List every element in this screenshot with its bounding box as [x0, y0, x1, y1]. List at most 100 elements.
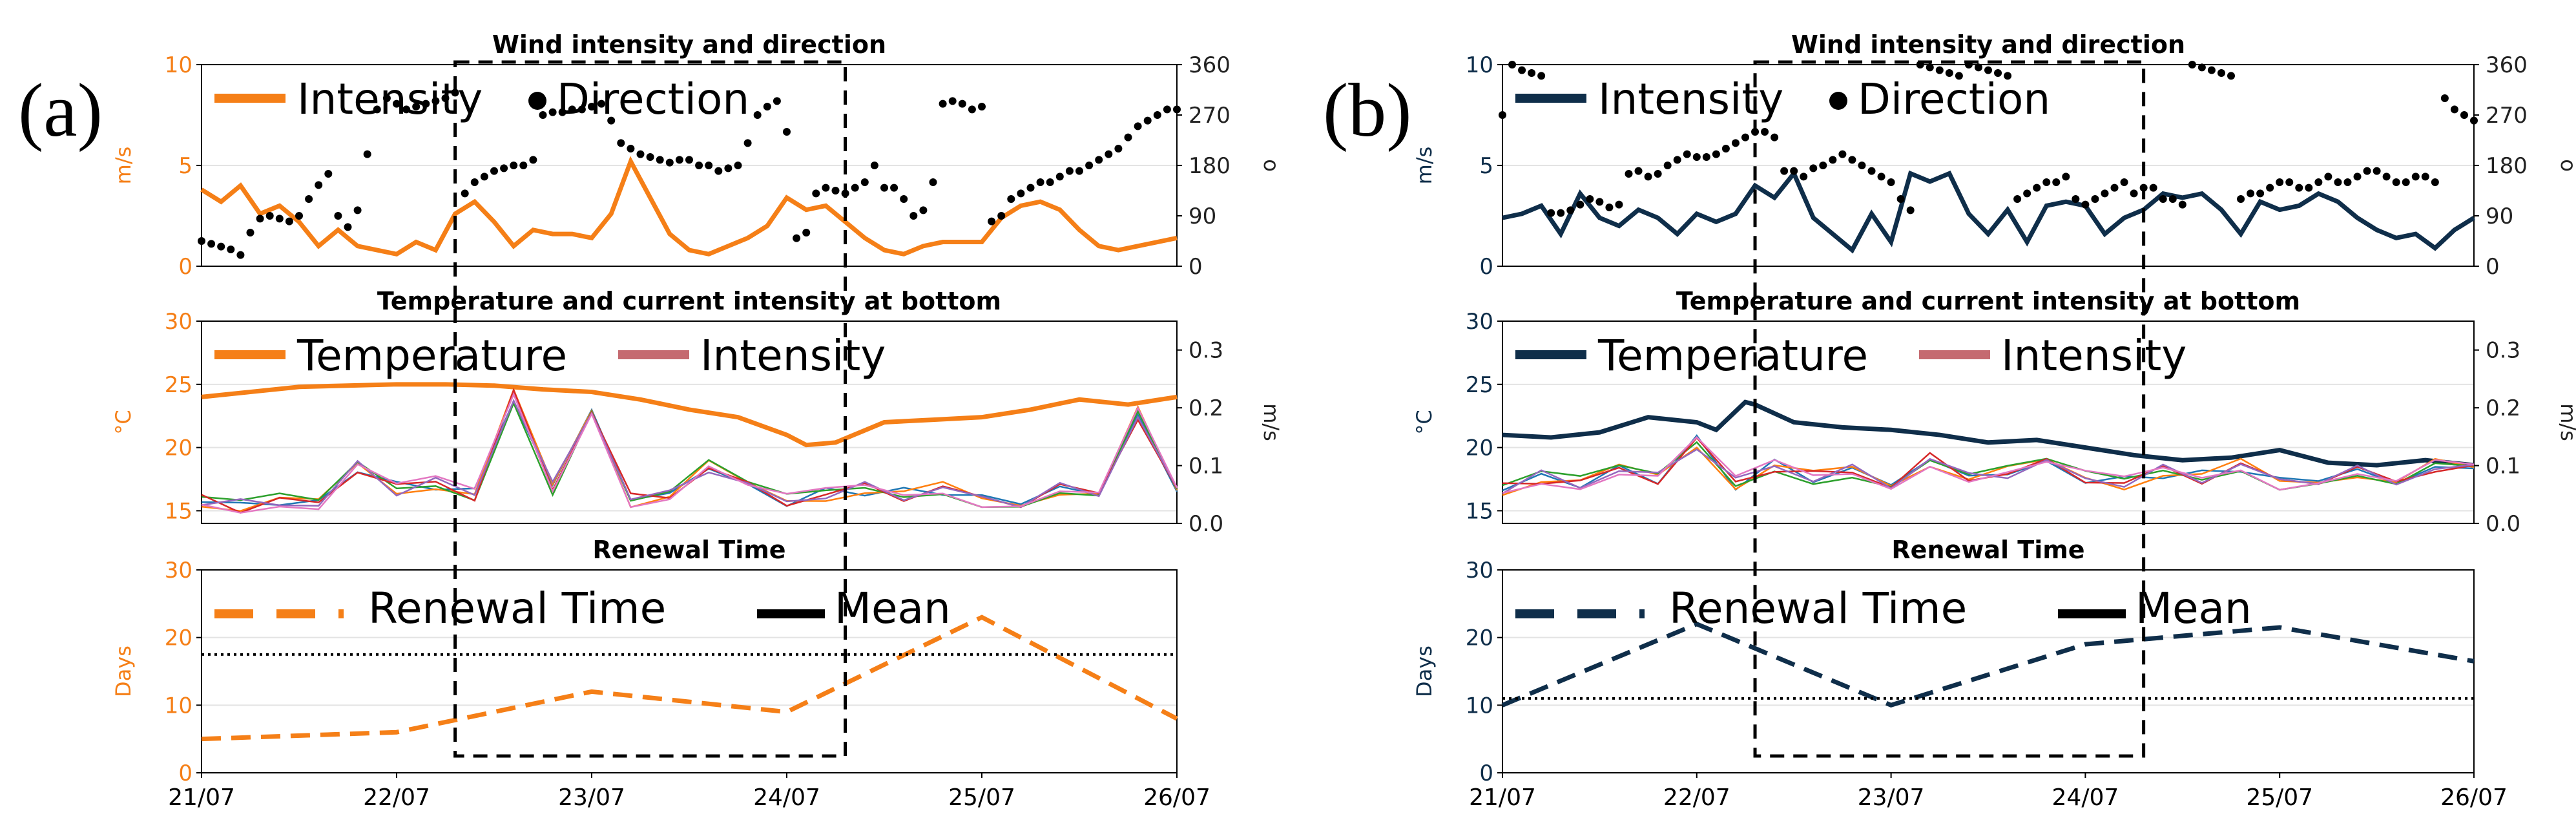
direction-point — [1615, 200, 1623, 209]
direction-point — [412, 103, 421, 110]
direction-point — [880, 184, 888, 192]
direction-point — [2130, 189, 2138, 198]
direction-point — [217, 242, 225, 251]
y2-tick-label: 360 — [2486, 52, 2528, 78]
direction-point — [929, 178, 937, 186]
y-tick-label: 20 — [1466, 436, 1493, 461]
y-tick-label: 10 — [165, 52, 192, 78]
direction-point — [1673, 156, 1681, 164]
y2-tick-label: 0.0 — [1189, 511, 1223, 537]
current-intensity-line — [201, 399, 1178, 509]
direction-point — [860, 178, 869, 186]
direction-point — [344, 223, 352, 231]
y-tick-label: 0 — [178, 761, 192, 786]
y-tick-label: 15 — [1466, 498, 1493, 524]
direction-point — [2247, 189, 2255, 198]
direction-point — [1771, 133, 1779, 142]
direction-point — [2023, 189, 2031, 198]
subplot-title: Renewal Time — [592, 536, 785, 564]
direction-point — [2324, 173, 2332, 181]
direction-point — [1153, 111, 1161, 119]
direction-point — [753, 111, 762, 119]
y2-tick-label: 270 — [2486, 103, 2528, 129]
direction-point — [588, 103, 596, 110]
direction-point — [1994, 69, 2002, 77]
direction-point — [2217, 69, 2225, 77]
direction-point — [2110, 184, 2119, 192]
direction-point — [1634, 167, 1643, 175]
y-tick-label: 0 — [1479, 761, 1493, 786]
direction-point — [1644, 173, 1652, 181]
direction-point — [2052, 178, 2061, 186]
subplot-title: Temperature and current intensity at bot… — [377, 287, 1001, 315]
y2-axis-label: o — [2556, 159, 2576, 172]
direction-point — [1095, 156, 1103, 164]
direction-point — [256, 215, 264, 223]
direction-point — [1731, 139, 1740, 147]
axes-frame — [1502, 569, 2475, 773]
direction-point — [2305, 184, 2313, 192]
direction-point — [1528, 69, 1536, 77]
direction-point — [1712, 150, 1720, 158]
direction-point — [2470, 116, 2478, 125]
y2-tick-label: 180 — [1189, 153, 1231, 179]
direction-point — [246, 229, 254, 236]
direction-point — [714, 167, 723, 175]
direction-point — [1692, 153, 1701, 161]
direction-point — [2382, 173, 2391, 181]
direction-point — [1499, 111, 1506, 119]
direction-point — [1790, 167, 1798, 175]
legend-label: Direction — [1858, 74, 2050, 124]
direction-point — [919, 206, 928, 215]
direction-point — [2062, 173, 2070, 181]
direction-point — [227, 246, 235, 253]
x-tick-label: 24/07 — [2052, 784, 2119, 811]
direction-point — [1105, 150, 1113, 158]
direction-point — [2081, 200, 2090, 209]
direction-point — [831, 187, 840, 194]
y-tick-label: 30 — [165, 309, 192, 335]
direction-point — [997, 212, 1006, 220]
y-axis-label: m/s — [1412, 147, 1437, 185]
direction-point — [1663, 162, 1672, 169]
legend-label: Temperature — [296, 331, 567, 381]
direction-point — [1508, 61, 1517, 68]
direction-point — [568, 105, 576, 114]
direction-point — [1625, 170, 1633, 178]
direction-point — [890, 184, 898, 192]
y2-tick-label: 0.1 — [1189, 454, 1223, 479]
direction-point — [451, 89, 459, 97]
direction-point — [2285, 178, 2294, 186]
highlight-window — [1753, 60, 2146, 758]
direction-point — [2159, 195, 2167, 203]
y2-tick-label: 0.2 — [2486, 395, 2520, 421]
y2-axis-label: m/s — [2556, 403, 2576, 441]
temperature-line — [1502, 399, 2475, 468]
subplot-1: Temperature and current intensity at bot… — [1412, 287, 2576, 537]
y-tick-label: 15 — [165, 498, 192, 524]
subplot-title: Renewal Time — [1891, 536, 2084, 564]
direction-point — [1124, 133, 1132, 142]
direction-point — [393, 100, 400, 108]
direction-point — [1809, 164, 1818, 173]
direction-point — [812, 189, 820, 198]
direction-point — [1683, 150, 1691, 158]
direction-point — [2343, 178, 2352, 186]
direction-point — [2178, 200, 2186, 209]
direction-point — [558, 108, 566, 116]
y2-tick-label: 90 — [2486, 204, 2513, 229]
y2-axis-label: o — [1259, 159, 1283, 172]
direction-point — [470, 178, 479, 186]
current-intensity-line — [201, 401, 1178, 509]
y2-tick-label: 270 — [1189, 103, 1231, 129]
y2-axis-label: m/s — [1259, 403, 1283, 441]
direction-point — [2460, 111, 2468, 119]
y2-tick-label: 90 — [1189, 204, 1216, 229]
y-tick-label: 10 — [1466, 52, 1493, 78]
direction-point — [382, 94, 391, 102]
y-tick-label: 20 — [1466, 625, 1493, 651]
direction-point — [1576, 200, 1584, 209]
y-tick-label: 10 — [1466, 693, 1493, 719]
legend-label: Renewal Time — [368, 583, 666, 633]
direction-point — [295, 212, 303, 220]
